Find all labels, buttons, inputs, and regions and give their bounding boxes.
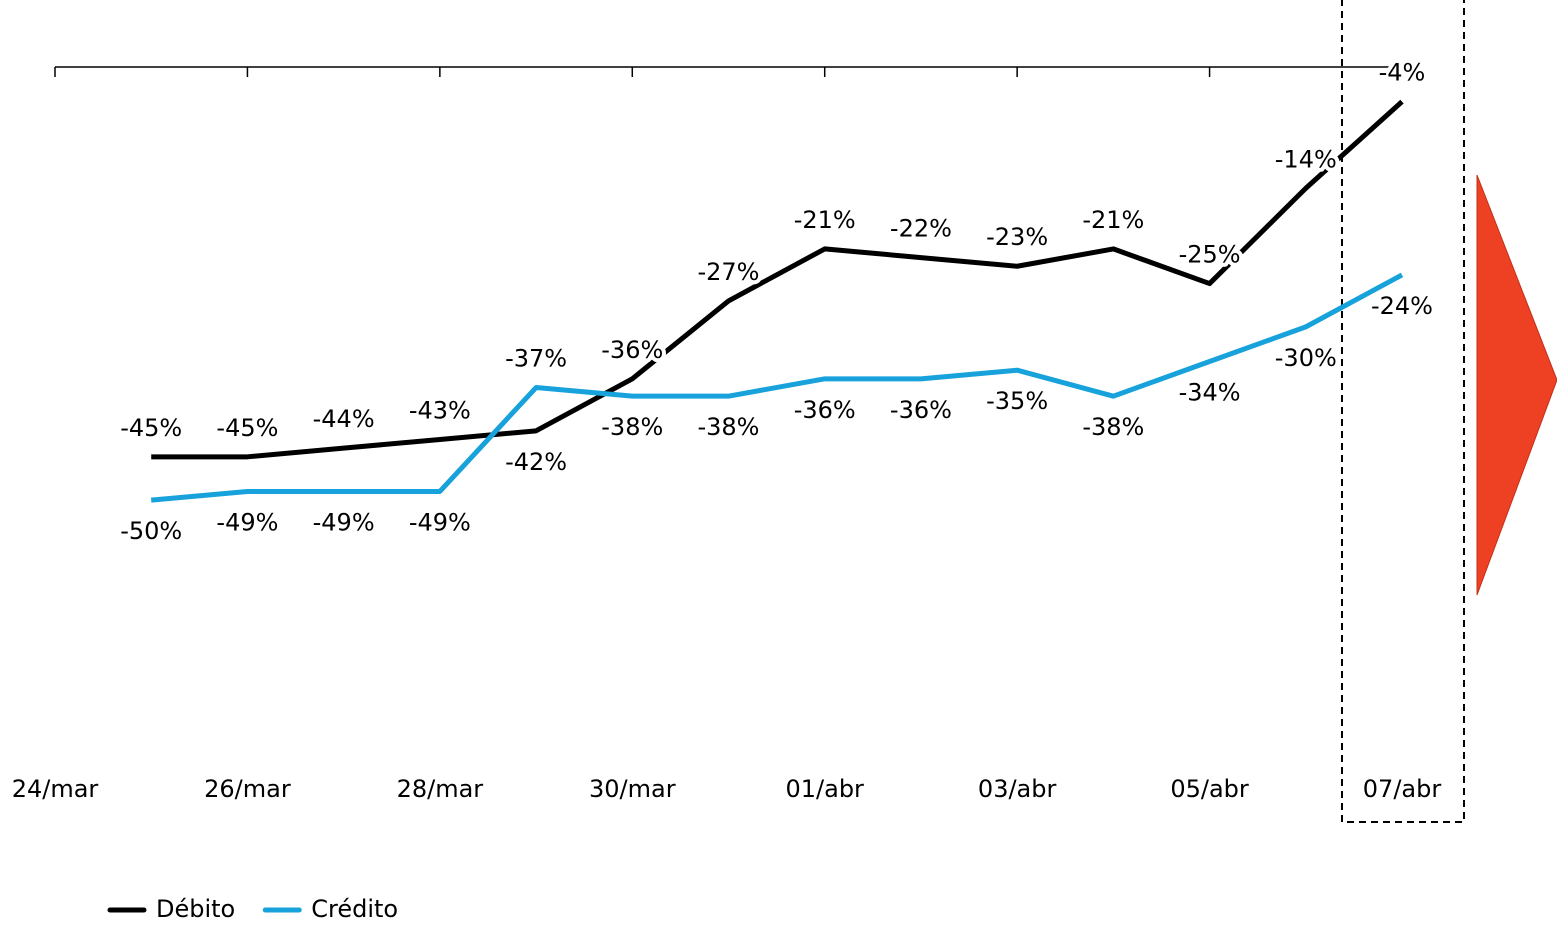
data-label: -4% <box>1379 59 1426 87</box>
line-series <box>150 272 1404 503</box>
data-label: -27% <box>697 258 759 286</box>
highlight-box <box>1341 0 1465 823</box>
x-tick-label: 26/mar <box>204 775 291 803</box>
x-tick-label: 05/abr <box>1170 775 1249 803</box>
data-label: -37% <box>505 345 567 373</box>
data-label: -24% <box>1371 292 1433 320</box>
x-tick-label: 03/abr <box>978 775 1057 803</box>
data-label: -50% <box>120 517 182 545</box>
data-label: -25% <box>1179 241 1241 269</box>
data-label: -45% <box>120 414 182 442</box>
data-label: -21% <box>794 206 856 234</box>
legend-label: Débito <box>156 895 235 923</box>
data-label: -23% <box>986 223 1048 251</box>
data-label: -36% <box>601 336 663 364</box>
data-label: -49% <box>313 508 375 536</box>
data-label: -43% <box>409 396 471 424</box>
x-tick-label: 07/abr <box>1363 775 1442 803</box>
data-label: -36% <box>794 396 856 424</box>
arrow <box>1476 174 1557 596</box>
x-tick-label: 30/mar <box>589 775 676 803</box>
data-label: -34% <box>1179 379 1241 407</box>
data-label: -38% <box>1082 413 1144 441</box>
line-series <box>151 99 1404 460</box>
data-label: -22% <box>890 215 952 243</box>
x-tick-label: 24/mar <box>12 775 99 803</box>
data-label: -45% <box>216 414 278 442</box>
data-label: -38% <box>697 413 759 441</box>
data-label: -14% <box>1275 145 1337 173</box>
data-label: -38% <box>601 413 663 441</box>
data-label: -36% <box>890 396 952 424</box>
data-label: -35% <box>986 387 1048 415</box>
data-label: -49% <box>216 508 278 536</box>
x-tick-label: 28/mar <box>397 775 484 803</box>
x-tick-label: 01/abr <box>785 775 864 803</box>
data-label: -44% <box>313 405 375 433</box>
data-label: -30% <box>1275 344 1337 372</box>
legend-label: Crédito <box>311 895 398 923</box>
data-label: -49% <box>409 508 471 536</box>
data-label: -21% <box>1082 206 1144 234</box>
data-label: -42% <box>505 448 567 476</box>
